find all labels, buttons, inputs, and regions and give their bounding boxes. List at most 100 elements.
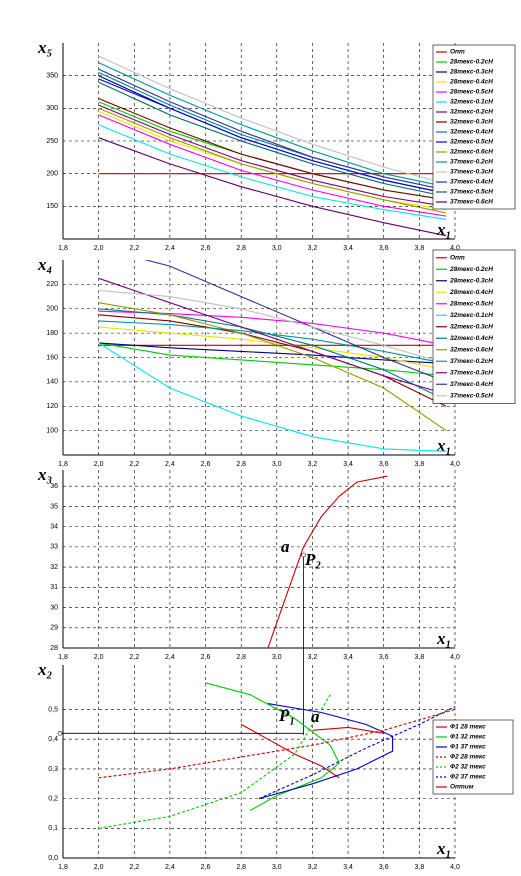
- x-tick-label: 3,2: [308, 864, 318, 871]
- legend-label: 32текс-0.6сН: [450, 149, 493, 156]
- y-tick-label: 100: [46, 427, 58, 434]
- legend-label: 37текс-0.3сН: [450, 169, 493, 176]
- y-tick-label: 200: [46, 171, 58, 178]
- x-tick-label: 2,2: [129, 864, 139, 871]
- x-tick-label: 3,4: [343, 864, 353, 871]
- y-tick-label: 220: [46, 281, 58, 288]
- legend-label: 28текс-0.4сН: [449, 289, 493, 296]
- x-tick-label: 3,0: [272, 654, 282, 661]
- x-tick-label: 4,0: [450, 245, 460, 252]
- x-tick-label: 2,2: [129, 245, 139, 252]
- y-tick-label: 32: [50, 564, 58, 571]
- series-line: [98, 114, 447, 217]
- x-tick-label: 3,0: [272, 461, 282, 468]
- chart: 1,8 2,0 2,2 2,4 2,6 2,8 3,0 3,2 3,4 3,6 3,8 4,0 100 1…: [37, 249, 516, 468]
- legend-label: 37текс-0.5сН: [450, 189, 493, 196]
- legend-label: Ф1 32 текс: [450, 734, 486, 741]
- series-line: [98, 308, 447, 401]
- chart: 1,8 2,0 2,2 2,4 2,6 2,8 3,0 3,2 3,4 3,6 3,8 4,0 0,0 0…: [37, 660, 514, 871]
- series-line: [312, 726, 384, 734]
- chart: 1,8 2,0 2,2 2,4 2,6 2,8 3,0 3,2 3,4 3,6 3,8 4,0 28 29…: [37, 465, 460, 735]
- arrow-point: [57, 730, 63, 736]
- y-tick-label: 300: [46, 105, 58, 112]
- legend-label: 37текс-0.4сН: [450, 179, 493, 186]
- y-tick-label: 0,5: [48, 706, 58, 713]
- x-tick-label: 2,0: [94, 461, 104, 468]
- y-axis-label: x₂: [37, 660, 53, 679]
- series-line: [98, 124, 447, 220]
- legend-label: 28текс-0.3сН: [449, 69, 493, 76]
- legend-label: 32текс-0.3сН: [450, 323, 493, 330]
- legend-label: Ф1 37 текс: [450, 744, 486, 751]
- y-axis-label: x₃: [37, 465, 53, 484]
- y-tick-label: 180: [46, 330, 58, 337]
- y-tick-label: 0,1: [48, 825, 58, 832]
- x-tick-label: 3,4: [343, 461, 353, 468]
- x-tick-label: 3,0: [272, 245, 282, 252]
- series-line: [98, 78, 447, 194]
- legend-label: 32текс-0.6сН: [450, 346, 493, 353]
- x-axis-label: x₁: [436, 220, 451, 239]
- series-line: [98, 342, 447, 365]
- annotation: a: [311, 707, 320, 726]
- series-line: [98, 326, 447, 371]
- legend-label: 28текс-0.5сН: [449, 300, 493, 307]
- x-axis-label: x₁: [436, 436, 451, 455]
- x-tick-label: 2,4: [165, 461, 175, 468]
- x-tick-label: 2,6: [201, 245, 211, 252]
- legend-label: Ф1 28 текс: [450, 724, 486, 731]
- x-axis-label: x₁: [436, 629, 451, 648]
- series-line: [98, 55, 447, 185]
- series-line: [205, 682, 340, 811]
- x-tick-label: 2,4: [165, 654, 175, 661]
- legend-label: 32текс-0.4сН: [450, 129, 493, 136]
- series-line: [98, 137, 447, 237]
- series-line: [98, 342, 447, 377]
- series-line: [98, 694, 331, 829]
- legend-label: 28текс-0.4сН: [449, 79, 493, 86]
- series-line: [98, 62, 447, 188]
- legend-label: 28текс-0.2сН: [449, 266, 493, 273]
- x-tick-label: 3,4: [343, 654, 353, 661]
- x-tick-label: 4,0: [450, 461, 460, 468]
- x-tick-label: 3,2: [308, 654, 318, 661]
- legend-label: 37текс-0.3сН: [450, 369, 493, 376]
- x-tick-label: 2,6: [201, 864, 211, 871]
- series-line: [258, 706, 455, 800]
- chart: 1,8 2,0 2,2 2,4 2,6 2,8 3,0 3,2 3,4 3,6 3,8 4,0 150 2…: [37, 38, 516, 252]
- x-tick-label: 1,8: [58, 654, 68, 661]
- series-line: [98, 708, 455, 779]
- y-axis-label: x₅: [37, 38, 53, 57]
- x-tick-label: 3,4: [343, 245, 353, 252]
- legend-label: Ф2 37 текс: [450, 774, 486, 781]
- y-tick-label: 30: [50, 604, 58, 611]
- annotation: P₂: [304, 550, 321, 569]
- legend-label: 32текс-0.1сН: [450, 312, 493, 319]
- legend-label: 32текс-0.3сН: [450, 119, 493, 126]
- y-tick-label: 35: [50, 503, 58, 510]
- x-tick-label: 2,8: [236, 461, 246, 468]
- legend-label: 28текс-0.2сН: [449, 59, 493, 66]
- legend-box: [432, 719, 514, 795]
- legend-label: Ф2 32 текс: [450, 764, 486, 771]
- y-tick-label: 0,3: [48, 766, 58, 773]
- x-tick-label: 1,8: [58, 864, 68, 871]
- legend-label: Опт: [450, 49, 465, 56]
- y-tick-label: 120: [46, 403, 58, 410]
- x-tick-label: 3,6: [379, 864, 389, 871]
- legend-label: Оптим: [450, 784, 474, 791]
- x-tick-label: 3,2: [308, 245, 318, 252]
- x-tick-label: 2,0: [94, 864, 104, 871]
- x-tick-label: 3,8: [414, 654, 424, 661]
- series-line: [98, 107, 447, 214]
- y-tick-label: 0,4: [48, 736, 58, 743]
- point: [301, 552, 306, 558]
- x-tick-label: 3,6: [379, 654, 389, 661]
- x-tick-label: 4,0: [450, 864, 460, 871]
- legend-label: 37текс-0.4сН: [450, 381, 493, 388]
- annotation: a: [281, 537, 290, 556]
- y-tick-label: 34: [50, 523, 58, 530]
- x-tick-label: 2,8: [236, 864, 246, 871]
- y-tick-label: 29: [50, 625, 58, 632]
- x-tick-label: 2,4: [165, 864, 175, 871]
